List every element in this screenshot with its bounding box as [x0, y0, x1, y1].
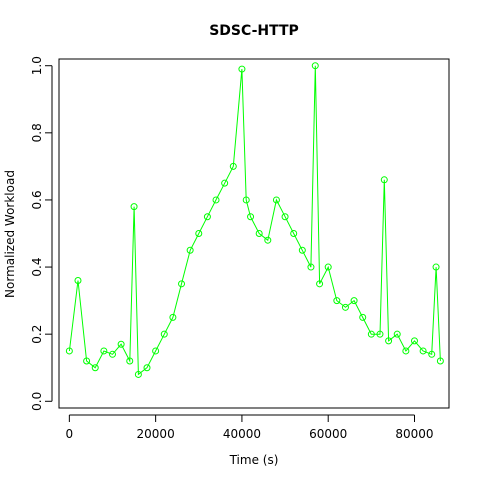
data-point — [432, 263, 440, 271]
data-point — [212, 196, 220, 204]
y-tick-label: 0.2 — [30, 325, 44, 344]
data-point — [376, 330, 384, 338]
data-point — [298, 246, 306, 254]
data-point — [178, 280, 186, 288]
y-tick-label: 0.0 — [30, 392, 44, 411]
x-tick-label: 40000 — [223, 427, 261, 441]
data-point — [238, 65, 246, 73]
data-point — [410, 337, 418, 345]
data-point — [65, 347, 73, 355]
data-point — [419, 347, 427, 355]
y-tick-label: 0.8 — [30, 123, 44, 142]
data-point — [203, 213, 211, 221]
data-point — [143, 364, 151, 372]
data-point — [91, 364, 99, 372]
x-tick-label: 20000 — [137, 427, 175, 441]
data-point — [428, 350, 436, 358]
data-point — [117, 340, 125, 348]
data-point — [316, 280, 324, 288]
data-point — [134, 370, 142, 378]
series-layer — [65, 62, 444, 378]
series-line — [68, 65, 441, 376]
y-tick-label: 0.4 — [30, 258, 44, 277]
data-point — [341, 303, 349, 311]
x-axis-label: Time (s) — [229, 453, 279, 467]
data-point — [242, 196, 250, 204]
data-point — [160, 330, 168, 338]
y-axis-label: Normalized Workload — [3, 170, 17, 298]
data-point — [367, 330, 375, 338]
data-point — [311, 62, 319, 70]
data-point — [229, 162, 237, 170]
data-point — [359, 313, 367, 321]
data-point — [83, 357, 91, 365]
data-point — [195, 230, 203, 237]
y-tick-label: 1.0 — [30, 56, 44, 75]
data-point — [380, 176, 388, 184]
data-point — [221, 179, 229, 187]
data-point — [152, 347, 160, 355]
y-tick-label: 0.6 — [30, 190, 44, 209]
chart-title: SDSC-HTTP — [209, 23, 299, 39]
data-point — [108, 350, 116, 358]
data-point — [100, 347, 108, 355]
x-tick-label: 80000 — [395, 427, 433, 441]
plot-frame — [58, 58, 450, 409]
data-point — [281, 213, 289, 221]
data-point — [290, 230, 298, 237]
data-point — [186, 246, 194, 254]
data-point — [130, 203, 138, 211]
data-point — [333, 297, 341, 305]
data-point — [436, 357, 444, 365]
data-point — [247, 213, 255, 221]
data-point — [385, 337, 393, 345]
data-point — [393, 330, 401, 338]
data-point — [255, 230, 263, 237]
data-point — [307, 263, 315, 271]
data-point — [324, 263, 332, 271]
data-point — [350, 297, 358, 305]
data-point — [169, 313, 177, 321]
data-point — [126, 357, 134, 365]
x-tick-label: 0 — [66, 427, 74, 441]
data-point — [402, 347, 410, 355]
axes: 0 20000 40000 60000 80000 0.0 0.2 0.4 0.6 0.8 1.0 — [30, 56, 434, 441]
data-point — [74, 276, 82, 284]
x-tick-label: 60000 — [309, 427, 347, 441]
data-point — [264, 236, 272, 244]
data-point — [272, 196, 280, 204]
